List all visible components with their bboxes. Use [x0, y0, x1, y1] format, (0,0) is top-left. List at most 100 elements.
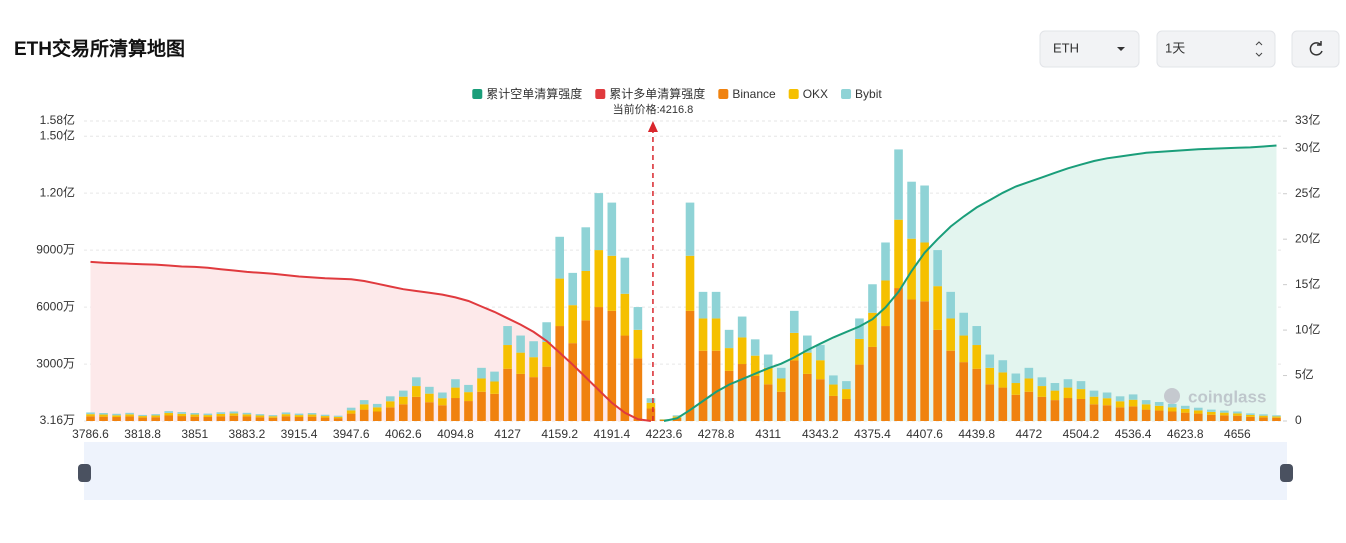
current-price-arrow	[647, 121, 658, 132]
y2-tick-label: 5亿	[1295, 367, 1314, 382]
bar-segment	[816, 379, 825, 421]
bar-segment	[881, 242, 890, 281]
legend-swatch	[841, 89, 852, 99]
bar-segment	[177, 413, 187, 417]
bar-segment	[803, 352, 812, 374]
cumulative-line	[90, 260, 652, 422]
slider-handle[interactable]	[78, 464, 91, 482]
bar-segment	[842, 398, 851, 421]
x-tick-label: 3818.8	[124, 427, 161, 441]
bar-segment	[555, 236, 564, 279]
bar-segment	[855, 318, 864, 339]
bar-segment	[99, 416, 108, 421]
bar-segment	[1115, 396, 1125, 402]
x-tick-label: 4439.8	[958, 427, 995, 441]
y-tick-label: 3.16万	[40, 413, 75, 427]
bar-segment	[724, 348, 734, 371]
bar-segment	[346, 410, 356, 414]
bar-segment	[412, 396, 421, 421]
bar-segment	[372, 403, 382, 408]
bar-segment	[998, 372, 1008, 388]
bar-segment	[216, 413, 226, 417]
bar-segment	[803, 335, 812, 353]
bar-segment	[1272, 416, 1281, 418]
interval-select[interactable]: 1天	[1156, 30, 1276, 68]
slider-handle[interactable]	[1280, 464, 1293, 482]
select-value[interactable]: ETH	[1053, 40, 1079, 55]
bar-segment	[1246, 414, 1255, 417]
bar-segment	[868, 312, 877, 347]
bar-segment	[894, 288, 903, 421]
bar-segment	[320, 416, 330, 418]
bar-segment	[1167, 411, 1177, 421]
bar-segment	[581, 227, 591, 271]
bar-segment	[477, 367, 486, 379]
bar-segment	[1154, 405, 1164, 411]
bar-segment	[242, 412, 252, 415]
bar-segment	[1180, 408, 1190, 413]
bar-segment	[1220, 415, 1229, 421]
symbol-select[interactable]: ETH	[1039, 30, 1140, 68]
bar-segment	[99, 413, 108, 415]
line-area	[90, 261, 651, 421]
bar-segment	[581, 320, 591, 421]
bar-segment	[268, 417, 278, 421]
spinner-arrows	[1255, 41, 1263, 57]
select-box[interactable]	[1039, 30, 1140, 68]
y-tick-label: 1.20亿	[40, 184, 75, 199]
bar-segment	[933, 329, 942, 421]
bar-segment	[1024, 367, 1034, 379]
y-tick-label: 6000万	[36, 299, 75, 313]
bar-segment	[177, 412, 187, 414]
bar-segment	[1246, 416, 1255, 421]
bar-segment	[425, 386, 434, 394]
bar-segment	[581, 270, 591, 321]
refresh-icon	[1309, 41, 1323, 56]
bar-segment	[698, 291, 708, 319]
bar-segment	[1259, 414, 1268, 416]
bar-segment	[398, 390, 408, 397]
bar-segment	[998, 387, 1008, 421]
bar-segment	[190, 416, 200, 421]
bar-segment	[203, 415, 213, 418]
bar-segment	[229, 411, 239, 414]
bar-segment	[985, 367, 995, 385]
bar-segment	[829, 384, 838, 396]
bar-segment	[894, 219, 903, 289]
refresh-button[interactable]	[1291, 30, 1340, 68]
bar-segment	[933, 286, 942, 330]
bar-segment	[1102, 392, 1112, 399]
bar-segment	[1193, 410, 1203, 414]
bar-segment	[516, 352, 525, 374]
bar-segment	[164, 411, 174, 414]
legend: 累计空单清算强度 累计多单清算强度 Binance OKX Bybit	[472, 86, 882, 101]
select-value[interactable]: 1天	[1165, 40, 1185, 55]
legend-swatch	[788, 89, 799, 99]
bar-segment	[1024, 378, 1034, 392]
bar-segment	[1037, 386, 1047, 397]
bar-segment	[1193, 413, 1203, 421]
bar-segment	[542, 366, 551, 421]
y2-tick-label: 10亿	[1295, 321, 1320, 336]
bar-segment	[803, 373, 812, 421]
legend-swatch	[595, 89, 606, 99]
bar-segment	[216, 412, 226, 414]
range-slider[interactable]	[84, 442, 1287, 500]
button-box[interactable]	[1291, 30, 1340, 68]
bar-segment	[1050, 390, 1060, 401]
bar-segment	[607, 255, 617, 311]
bar-segment	[451, 398, 460, 421]
select-box[interactable]	[1156, 30, 1276, 68]
bar-segment	[529, 377, 538, 421]
bar-segment	[1220, 412, 1229, 416]
bar-segment	[320, 414, 330, 417]
bar-segment	[229, 413, 239, 416]
bar-segment	[698, 350, 708, 421]
bar-segment	[1037, 396, 1047, 421]
bar-segment	[789, 332, 799, 361]
bar-segment	[555, 278, 564, 327]
bar-segment	[203, 417, 213, 421]
legend-swatch	[472, 89, 483, 99]
bar-segment	[86, 412, 95, 415]
bar-segment	[307, 416, 317, 421]
